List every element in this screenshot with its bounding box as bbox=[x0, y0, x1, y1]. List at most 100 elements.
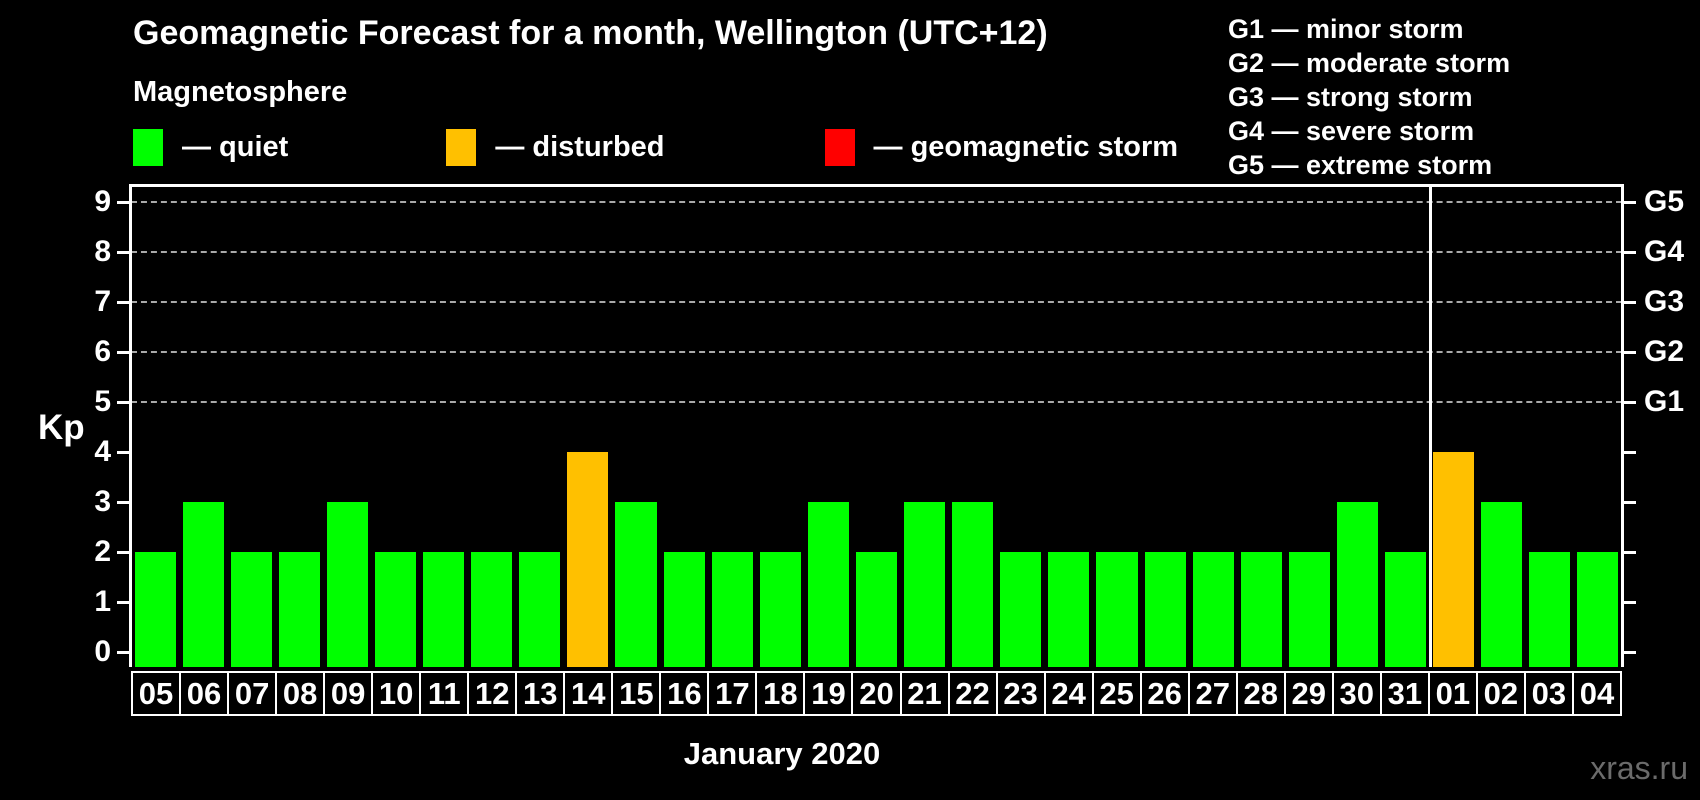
bar-day-11 bbox=[423, 552, 465, 667]
y-tick-right-5 bbox=[1624, 401, 1636, 404]
day-label-10: 10 bbox=[373, 673, 422, 714]
storm-scale-g2: G2 — moderate storm bbox=[1228, 48, 1511, 78]
status-legend: — quiet — disturbed — geomagnetic storm bbox=[133, 128, 1178, 166]
bar-day-29 bbox=[1288, 552, 1330, 667]
bar-day-24 bbox=[1048, 552, 1090, 667]
y-tick-left-6 bbox=[117, 351, 129, 354]
y-tick-label-7: 7 bbox=[94, 285, 111, 318]
day-label-26: 26 bbox=[1142, 673, 1190, 714]
bar-day-15 bbox=[615, 502, 657, 667]
right-axis-label-g2: G2 bbox=[1644, 335, 1685, 368]
day-label-20: 20 bbox=[853, 673, 902, 714]
bar-day-08 bbox=[278, 552, 320, 667]
y-tick-label-5: 5 bbox=[94, 385, 111, 418]
right-axis-label-g5: G5 bbox=[1644, 185, 1685, 218]
day-label-02: 02 bbox=[1478, 673, 1526, 714]
bar-day-26 bbox=[1144, 552, 1186, 667]
gridline-kp5 bbox=[131, 401, 1622, 403]
y-tick-left-3 bbox=[117, 501, 129, 504]
legend-label-quiet: — quiet bbox=[182, 130, 289, 163]
magnetosphere-label: Magnetosphere bbox=[133, 76, 348, 108]
day-label-07: 07 bbox=[229, 673, 278, 714]
day-label-11: 11 bbox=[421, 673, 470, 714]
y-tick-label-1: 1 bbox=[94, 585, 111, 618]
quiet-color-swatch bbox=[133, 128, 163, 166]
day-label-09: 09 bbox=[325, 673, 374, 714]
gridline-kp7 bbox=[131, 301, 1622, 303]
bar-day-14 bbox=[567, 452, 609, 667]
y-tick-label-9: 9 bbox=[94, 185, 111, 218]
y-tick-label-6: 6 bbox=[94, 335, 111, 368]
y-tick-right-2 bbox=[1624, 551, 1636, 554]
gridline-kp8 bbox=[131, 251, 1622, 253]
gridline-kp9 bbox=[131, 201, 1622, 203]
day-label-27: 27 bbox=[1190, 673, 1238, 714]
bar-day-25 bbox=[1096, 552, 1138, 667]
y-tick-right-7 bbox=[1624, 301, 1636, 304]
watermark: xras.ru bbox=[1590, 750, 1688, 786]
bar-day-31 bbox=[1385, 552, 1427, 667]
storm-scale-g4: G4 — severe storm bbox=[1228, 116, 1475, 146]
bar-day-30 bbox=[1336, 502, 1378, 667]
legend-item-quiet: — quiet bbox=[133, 128, 289, 166]
day-label-03: 03 bbox=[1526, 673, 1574, 714]
bar-day-23 bbox=[1000, 552, 1042, 667]
y-tick-right-6 bbox=[1624, 351, 1636, 354]
bar-day-21 bbox=[904, 502, 946, 667]
day-label-31: 31 bbox=[1382, 673, 1430, 714]
bar-day-02 bbox=[1481, 502, 1523, 667]
y-tick-left-8 bbox=[117, 251, 129, 254]
right-axis-label-g1: G1 bbox=[1644, 385, 1685, 418]
day-label-28: 28 bbox=[1238, 673, 1286, 714]
bar-day-03 bbox=[1529, 552, 1571, 667]
y-axis-title: Kp bbox=[38, 408, 85, 447]
bar-day-10 bbox=[374, 552, 417, 667]
day-label-04: 04 bbox=[1579, 675, 1615, 711]
y-tick-label-0: 0 bbox=[94, 635, 111, 668]
x-axis-title: January 2020 bbox=[683, 736, 881, 771]
bar-day-20 bbox=[855, 552, 898, 667]
y-tick-label-3: 3 bbox=[94, 485, 111, 518]
y-axis-left bbox=[129, 184, 132, 667]
x-axis-day-boxes: 05 06 07 08 09 10 11 12 13 14 15 16 17 18 19 20 21 22 23 24… bbox=[131, 671, 1622, 716]
bar-day-19 bbox=[807, 502, 849, 667]
y-tick-right-4 bbox=[1624, 451, 1636, 454]
legend-label-disturbed: — disturbed bbox=[495, 130, 665, 163]
bar-day-01 bbox=[1433, 452, 1475, 667]
day-label-13: 13 bbox=[517, 673, 566, 714]
storm-color-swatch bbox=[824, 128, 855, 166]
y-tick-right-0 bbox=[1624, 651, 1636, 654]
bar-day-13 bbox=[519, 552, 561, 667]
plot-top-border bbox=[129, 184, 1624, 187]
y-tick-left-7 bbox=[117, 301, 129, 304]
y-axis-right bbox=[1621, 184, 1624, 667]
legend-item-storm: — geomagnetic storm bbox=[824, 128, 1179, 166]
storm-scale-g1: G1 — minor storm bbox=[1228, 14, 1464, 44]
bar-day-16 bbox=[663, 552, 705, 667]
day-label-29: 29 bbox=[1286, 673, 1334, 714]
day-label-19: 19 bbox=[805, 673, 854, 714]
bar-day-17 bbox=[711, 552, 753, 667]
day-label-30: 30 bbox=[1334, 673, 1382, 714]
bar-day-06 bbox=[182, 502, 224, 667]
y-tick-label-2: 2 bbox=[94, 535, 111, 568]
y-tick-left-5 bbox=[117, 401, 129, 404]
y-tick-right-9 bbox=[1624, 201, 1636, 204]
day-label-22: 22 bbox=[950, 673, 998, 714]
right-axis-label-g4: G4 bbox=[1644, 235, 1685, 268]
bar-day-22 bbox=[952, 502, 994, 667]
y-tick-label-4: 4 bbox=[94, 435, 111, 468]
y-tick-right-8 bbox=[1624, 251, 1636, 254]
bar-day-04 bbox=[1577, 552, 1619, 667]
day-label-15: 15 bbox=[613, 673, 662, 714]
legend-label-storm: — geomagnetic storm bbox=[873, 130, 1179, 163]
y-tick-left-2 bbox=[117, 551, 129, 554]
legend-item-disturbed: — disturbed bbox=[446, 128, 665, 166]
bar-day-07 bbox=[230, 552, 272, 667]
day-label-12: 12 bbox=[469, 673, 518, 714]
y-tick-left-9 bbox=[117, 201, 129, 204]
day-label-05: 05 bbox=[133, 673, 182, 714]
day-label-01: 01 bbox=[1430, 673, 1478, 714]
bar-day-18 bbox=[759, 552, 801, 667]
